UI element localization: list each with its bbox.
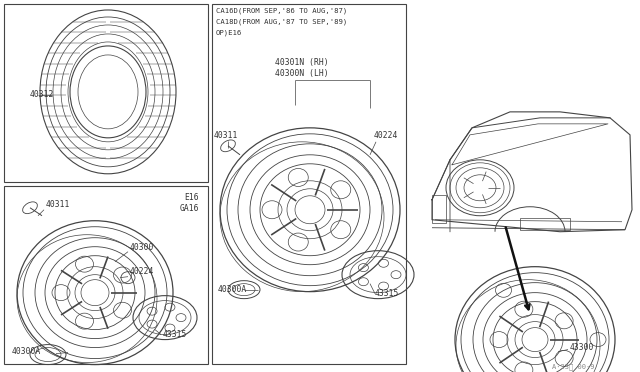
- Text: A·33ᴀ 00·9: A·33ᴀ 00·9: [552, 363, 595, 370]
- Bar: [4, 4, 208, 182]
- Text: CA16D(FROM SEP,'86 TO AUG,'87): CA16D(FROM SEP,'86 TO AUG,'87): [216, 8, 348, 15]
- Text: 40300: 40300: [130, 243, 154, 252]
- Text: 43315: 43315: [375, 289, 399, 298]
- Text: 40301N (RH): 40301N (RH): [275, 58, 328, 67]
- Text: 40300A: 40300A: [218, 285, 247, 294]
- Text: 40224: 40224: [374, 131, 398, 140]
- Bar: [212, 4, 406, 363]
- Text: 40300N (LH): 40300N (LH): [275, 69, 328, 78]
- Text: 43300: 43300: [570, 343, 595, 352]
- Text: 40312: 40312: [30, 90, 54, 99]
- Text: 40311: 40311: [46, 200, 70, 209]
- Text: OP)E16: OP)E16: [216, 30, 243, 36]
- Text: E16: E16: [184, 193, 198, 202]
- Text: 40300A: 40300A: [12, 347, 41, 356]
- Text: CA18D(FROM AUG,'87 TO SEP,'89): CA18D(FROM AUG,'87 TO SEP,'89): [216, 19, 348, 25]
- Text: GA16: GA16: [180, 204, 200, 213]
- Bar: [520, 218, 570, 230]
- Text: 40224: 40224: [130, 267, 154, 276]
- Bar: [432, 195, 446, 223]
- Text: 43315: 43315: [163, 330, 188, 339]
- Text: 40311: 40311: [214, 131, 238, 140]
- Bar: [4, 186, 208, 363]
